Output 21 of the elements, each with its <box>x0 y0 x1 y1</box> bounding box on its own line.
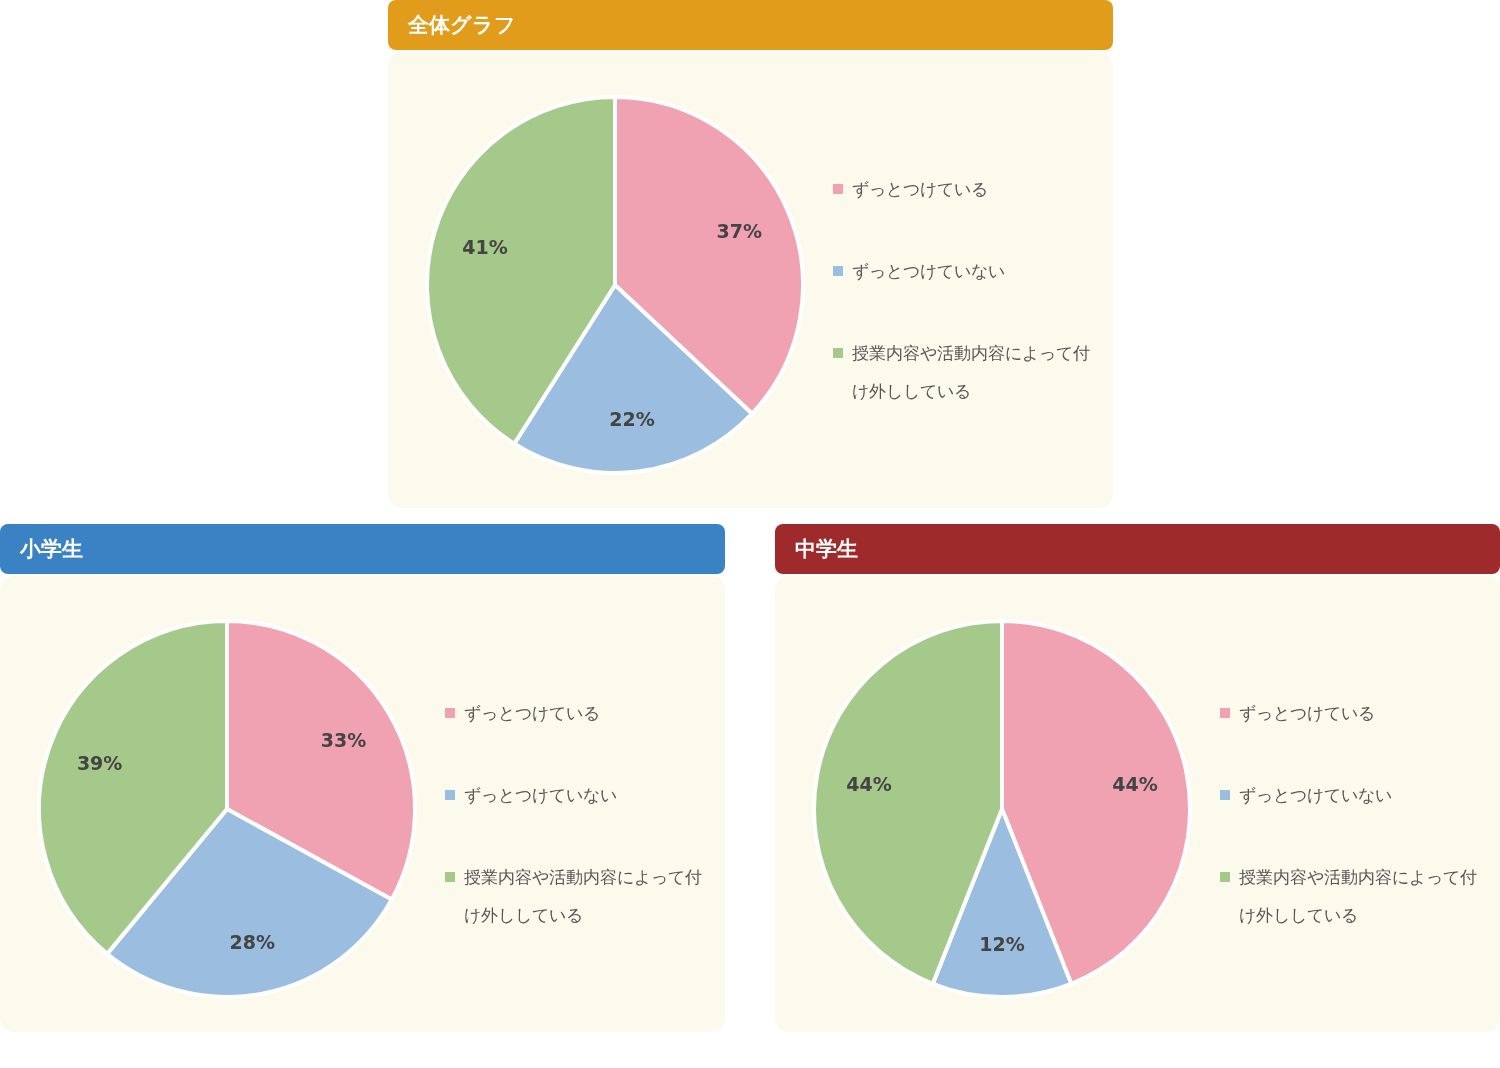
data-label: 44% <box>1112 772 1158 795</box>
legend-label: 授業内容や活動内容によって付け外ししている <box>1239 866 1478 927</box>
legend-label: ずっとつけていない <box>464 784 618 807</box>
legend-label: 授業内容や活動内容によって付け外ししている <box>464 866 703 927</box>
chart-title: 中学生 <box>775 524 1500 574</box>
legend-label: ずっとつけている <box>1239 702 1376 725</box>
data-label: 12% <box>979 933 1025 956</box>
legend-label: 授業内容や活動内容によって付け外ししている <box>852 342 1091 403</box>
data-label: 22% <box>609 408 655 431</box>
data-label: 33% <box>320 729 367 752</box>
data-label: 37% <box>716 220 762 243</box>
legend-label: ずっとつけている <box>464 702 601 725</box>
chart-title: 小学生 <box>0 524 725 574</box>
data-label: 44% <box>846 772 892 795</box>
chart-title: 全体グラフ <box>388 0 1113 50</box>
data-label: 41% <box>462 236 508 259</box>
data-label: 39% <box>76 752 123 775</box>
data-label: 28% <box>229 930 276 953</box>
legend-label: ずっとつけていない <box>852 260 1006 283</box>
legend-label: ずっとつけている <box>852 178 989 201</box>
legend-label: ずっとつけていない <box>1239 784 1393 807</box>
